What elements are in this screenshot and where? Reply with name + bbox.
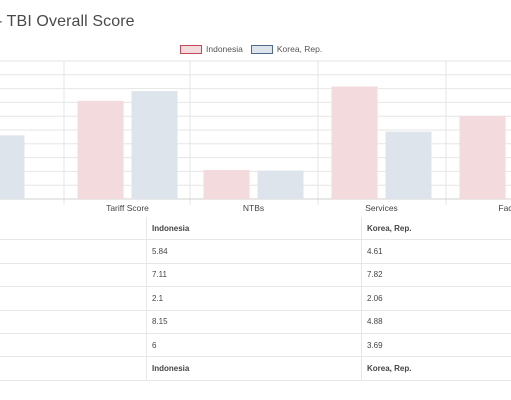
table-footer-indonesia: Indonesia	[146, 356, 362, 381]
table-header-row: Indonesia Korea, Rep.	[0, 217, 511, 241]
table-cell-korea: 3.69	[361, 333, 511, 358]
bar-korea	[0, 135, 25, 199]
table-cell-indonesia: 7.11	[146, 263, 362, 288]
table-cell	[0, 333, 147, 358]
table-cell	[0, 217, 147, 241]
table-cell-korea: 2.06	[361, 286, 511, 311]
table-cell-indonesia: 6	[146, 333, 362, 358]
table-cell	[0, 263, 147, 288]
legend-swatch-korea	[250, 44, 273, 54]
table-cell-indonesia: 5.84	[146, 239, 362, 264]
legend-label-indonesia: Indonesia	[206, 44, 243, 54]
bar-indonesia	[331, 86, 378, 199]
bar-chart: erallTariff ScoreNTBsServicesFacilit	[0, 60, 511, 213]
table-cell	[0, 239, 147, 264]
bar-korea	[257, 170, 304, 199]
chart-legend: Indonesia Korea, Rep.	[180, 42, 330, 56]
bar-indonesia	[203, 170, 250, 199]
bar-indonesia	[459, 116, 506, 199]
table-cell-indonesia: 8.15	[146, 310, 362, 334]
table-header-indonesia: Indonesia	[146, 217, 362, 241]
bar-korea	[385, 131, 432, 199]
legend-label-korea: Korea, Rep.	[276, 44, 323, 54]
table-row: 6 3.69	[0, 333, 511, 358]
table-row: 8.15 4.88	[0, 310, 511, 334]
table-cell-korea: 4.61	[361, 239, 511, 264]
table-cell-korea: 4.88	[361, 310, 511, 334]
table-cell	[0, 286, 147, 311]
table-row: 5.84 4.61	[0, 239, 511, 264]
data-table: Indonesia Korea, Rep. 5.84 4.61 7.11 7.8…	[0, 217, 511, 381]
x-tick-label: Tariff Score	[106, 203, 149, 213]
chart-title: - TBI Overall Score	[0, 13, 135, 30]
legend-swatch-indonesia	[180, 44, 202, 54]
x-tick-label: NTBs	[243, 203, 264, 213]
legend-item-indonesia[interactable]: Indonesia	[180, 44, 243, 54]
table-row: 2.1 2.06	[0, 286, 511, 311]
table-cell	[0, 356, 147, 381]
bar-korea	[131, 91, 178, 199]
legend-item-korea[interactable]: Korea, Rep.	[250, 44, 323, 54]
table-footer-row: Indonesia Korea, Rep.	[0, 356, 511, 381]
table-row: 7.11 7.82	[0, 263, 511, 288]
table-cell	[0, 310, 147, 334]
x-tick-label: Facilit	[498, 203, 511, 213]
table-cell-korea: 7.82	[361, 263, 511, 288]
bar-indonesia	[77, 100, 124, 199]
table-cell-indonesia: 2.1	[146, 286, 362, 311]
table-header-korea: Korea, Rep.	[361, 217, 511, 241]
table-footer-korea: Korea, Rep.	[361, 356, 511, 381]
x-tick-label: Services	[365, 203, 398, 213]
